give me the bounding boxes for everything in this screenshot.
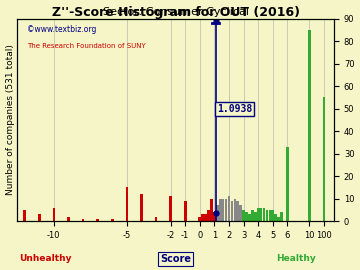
Bar <box>266 210 268 221</box>
Bar <box>219 199 221 221</box>
Bar <box>38 214 41 221</box>
Bar <box>67 217 70 221</box>
Bar <box>280 212 283 221</box>
Bar <box>228 196 230 221</box>
Bar <box>248 214 251 221</box>
Text: Unhealthy: Unhealthy <box>19 254 72 263</box>
Bar <box>251 210 254 221</box>
Bar <box>263 208 265 221</box>
Bar <box>231 201 233 221</box>
Bar <box>308 30 311 221</box>
Bar <box>242 210 245 221</box>
Bar <box>210 199 213 221</box>
Bar <box>155 217 157 221</box>
Bar <box>254 212 257 221</box>
Bar <box>169 196 172 221</box>
Bar <box>82 219 84 221</box>
Bar <box>269 210 271 221</box>
Bar <box>245 212 248 221</box>
Bar <box>96 219 99 221</box>
Bar <box>260 208 262 221</box>
Bar <box>216 205 219 221</box>
Text: Score: Score <box>160 254 191 264</box>
Bar <box>225 199 228 221</box>
Bar <box>237 201 239 221</box>
Bar <box>201 214 204 221</box>
Bar <box>271 210 274 221</box>
Title: Z''-Score Histogram for OUT (2016): Z''-Score Histogram for OUT (2016) <box>52 6 300 19</box>
Bar <box>140 194 143 221</box>
Bar <box>286 147 289 221</box>
Text: The Research Foundation of SUNY: The Research Foundation of SUNY <box>27 43 145 49</box>
Y-axis label: Number of companies (531 total): Number of companies (531 total) <box>5 45 14 195</box>
Text: Healthy: Healthy <box>276 254 316 263</box>
Bar <box>126 187 128 221</box>
Bar <box>234 199 236 221</box>
Bar <box>257 208 260 221</box>
Bar <box>323 97 325 221</box>
Text: 1.0938: 1.0938 <box>217 104 252 114</box>
Bar <box>222 199 225 221</box>
Bar <box>184 201 186 221</box>
Bar <box>204 214 207 221</box>
Bar <box>213 212 216 221</box>
Bar <box>23 210 26 221</box>
Bar <box>207 210 210 221</box>
Bar <box>53 208 55 221</box>
Bar <box>111 219 113 221</box>
Text: Sector: Consumer Cyclical: Sector: Consumer Cyclical <box>103 6 249 16</box>
Bar <box>277 217 280 221</box>
Bar <box>274 214 277 221</box>
Text: ©www.textbiz.org: ©www.textbiz.org <box>27 25 96 34</box>
Bar <box>198 217 201 221</box>
Bar <box>239 205 242 221</box>
